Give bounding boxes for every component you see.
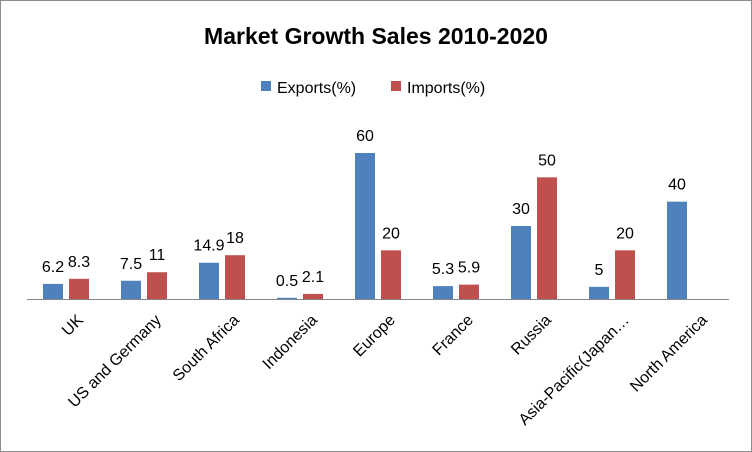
bar-0-1	[121, 280, 141, 299]
data-label-0-8: 40	[668, 177, 686, 194]
bar-1-2	[225, 255, 245, 299]
bar-1-7	[615, 250, 635, 299]
data-label-0-4: 60	[356, 128, 374, 145]
data-label-1-1: 11	[149, 247, 166, 264]
data-labels: 6.2 8.3 7.5 11 14.9 18 0.5 2.1 60 20 5.3 5.9 30 50 5 20…	[42, 128, 686, 290]
bar-1-3	[303, 293, 323, 299]
x-tick-label-0: UK	[59, 312, 87, 340]
bar-0-8	[667, 201, 687, 299]
data-label-0-6: 30	[512, 201, 530, 218]
data-label-0-3: 0.5	[276, 273, 298, 290]
chart-title: Market Growth Sales 2010-2020	[204, 23, 548, 49]
bar-0-6	[511, 226, 531, 299]
bar-1-4	[381, 250, 401, 299]
bar-0-7	[589, 286, 609, 299]
bar-0-3	[277, 297, 297, 299]
legend: Exports(%) Imports(%)	[261, 80, 485, 97]
bar-1-5	[459, 284, 479, 299]
x-tick-label-3: Indonesia	[260, 312, 321, 373]
data-label-0-1: 7.5	[120, 256, 142, 273]
x-tick-label-8: North America	[627, 312, 711, 396]
data-label-0-7: 5	[595, 262, 604, 279]
bar-0-4	[355, 153, 375, 299]
data-label-1-0: 8.3	[68, 254, 90, 271]
data-label-1-2: 18	[226, 230, 244, 247]
x-tick-label-2: South Africa	[170, 312, 243, 385]
data-label-0-5: 5.3	[432, 261, 454, 278]
bar-0-0	[43, 283, 63, 299]
data-label-0-0: 6.2	[42, 259, 64, 276]
legend-swatch-0	[261, 81, 271, 91]
x-tick-label-4: Europe	[350, 312, 399, 361]
bar-1-6	[537, 177, 557, 299]
data-label-0-2: 14.9	[193, 238, 224, 255]
data-label-1-7: 20	[616, 225, 634, 242]
x-tick-label-6: Russia	[508, 312, 555, 359]
data-label-1-4: 20	[382, 225, 400, 242]
bar-1-0	[69, 278, 89, 299]
x-tick-label-5: France	[430, 312, 477, 359]
data-label-1-3: 2.1	[302, 269, 324, 286]
legend-label-0: Exports(%)	[277, 80, 356, 97]
data-label-1-5: 5.9	[458, 260, 480, 277]
bar-1-1	[147, 272, 167, 299]
legend-label-1: Imports(%)	[407, 80, 485, 97]
bar-0-5	[433, 286, 453, 299]
data-label-1-6: 50	[538, 152, 556, 169]
legend-swatch-1	[391, 81, 401, 91]
bar-0-2	[199, 262, 219, 299]
bars	[43, 153, 687, 299]
